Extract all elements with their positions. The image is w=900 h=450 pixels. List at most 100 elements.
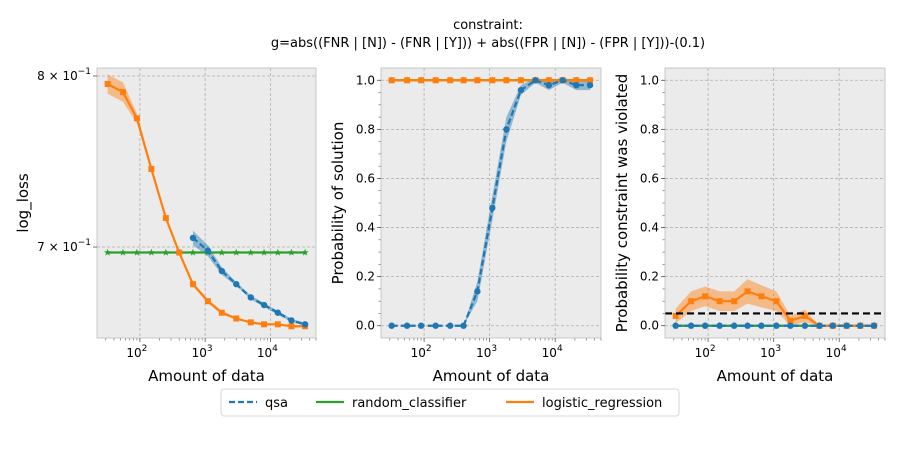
data-point-qsa [672,322,679,329]
data-point-logistic_regression [432,77,439,84]
x-tick-label-exponent: 2 [426,344,432,354]
data-point-qsa [189,234,197,242]
data-point-qsa [403,322,411,329]
data-point-logistic_regression [801,312,808,319]
data-point-qsa [204,247,212,254]
x-tick-label: 102 [411,344,432,360]
plot-area [665,68,885,338]
x-tick-label-exponent: 3 [207,344,213,354]
data-point-logistic_regression [388,77,395,84]
data-point-random_classifier [247,248,255,256]
data-point-qsa [388,322,395,329]
x-tick-label-base: 10 [542,346,557,360]
data-point-random_classifier [274,248,282,256]
data-point-logistic_regression [162,215,169,222]
data-point-qsa [758,322,765,329]
y-tick-label: 0.8 [640,122,659,136]
y-tick-label: 1.0 [640,73,659,87]
data-point-qsa [573,81,580,89]
data-point-logistic_regression [460,77,467,84]
data-point-qsa [517,86,525,94]
y-axis-label: Probability of solution [329,122,347,285]
data-point-qsa [233,280,240,288]
data-point-logistic_regression [218,309,225,316]
data-point-qsa [559,77,566,84]
x-axis-label: Amount of data [433,367,550,385]
y-tick-label: 0.2 [356,270,375,284]
data-point-qsa [503,126,510,133]
x-tick-label-exponent: 4 [272,344,278,354]
data-point-qsa [870,322,878,329]
data-point-qsa [801,322,809,329]
data-point-logistic_regression [261,321,268,328]
data-point-qsa [744,322,751,329]
data-point-random_classifier [301,248,309,256]
legend-box [220,388,680,417]
plot-frame [664,67,886,339]
data-point-random_classifier [133,248,141,256]
plot-frame [380,67,602,339]
x-tick-label-exponent: 2 [710,344,716,354]
x-tick-label-base: 10 [257,346,272,360]
x-tick-label: 104 [257,344,278,360]
data-point-logistic_regression [688,298,695,305]
plot-frame [96,67,317,339]
data-point-qsa [288,317,295,324]
data-point-logistic_regression [119,89,126,96]
x-tick-label-base: 10 [192,346,207,360]
data-point-logistic_regression [787,317,794,324]
y-tick-label: 0.8 [356,122,375,136]
data-point-logistic_regression [587,77,594,84]
legend-label: qsa [265,396,288,411]
data-point-random_classifier [119,248,127,256]
data-point-qsa [829,322,837,329]
x-tick-label-exponent: 4 [557,344,563,354]
x-tick-label-base: 10 [826,346,841,360]
data-point-logistic_regression [503,77,510,84]
data-point-qsa [730,322,738,329]
y-tick-label-exponent: −1 [78,67,91,77]
x-tick-label: 104 [542,344,563,360]
data-point-qsa [417,322,425,329]
data-point-logistic_regression [418,77,425,84]
data-point-qsa [545,81,553,89]
data-point-qsa [260,301,268,309]
data-point-logistic_regression [573,77,580,84]
y-axis-label: Probability constraint was violated [613,74,631,333]
data-point-qsa [218,267,226,275]
data-point-qsa [532,77,539,84]
data-point-qsa [843,322,850,329]
data-point-qsa [857,322,864,329]
data-point-logistic_regression [404,77,411,84]
suptitle-line-1: constraint: [453,18,523,33]
x-tick-label-exponent: 3 [775,344,781,354]
x-tick-label-base: 10 [126,346,141,360]
legend-label: logistic_regression [542,396,662,411]
data-point-random_classifier [218,248,226,256]
data-point-logistic_regression [702,293,709,300]
data-point-logistic_regression [672,312,679,319]
gridlines [97,68,316,338]
data-point-qsa [816,322,823,329]
data-point-qsa [701,322,709,329]
data-point-qsa [301,321,309,328]
data-point-qsa [446,322,454,329]
x-tick-label-exponent: 4 [841,344,847,354]
y-tick-label: 0.4 [356,221,375,235]
x-tick-label: 103 [192,344,213,360]
data-point-logistic_regression [204,298,211,305]
data-point-qsa [773,322,780,329]
data-point-qsa [687,322,695,329]
data-point-qsa [460,322,467,329]
data-point-random_classifier [147,248,156,256]
y-tick-label-base: 8 × 10 [37,69,78,83]
data-point-random_classifier [287,248,296,256]
data-point-logistic_regression [189,281,196,288]
data-point-logistic_regression [288,323,295,330]
legend: qsa random_classifier logistic_regression [220,388,680,417]
x-tick-label: 102 [126,344,147,360]
data-point-logistic_regression [176,249,183,256]
